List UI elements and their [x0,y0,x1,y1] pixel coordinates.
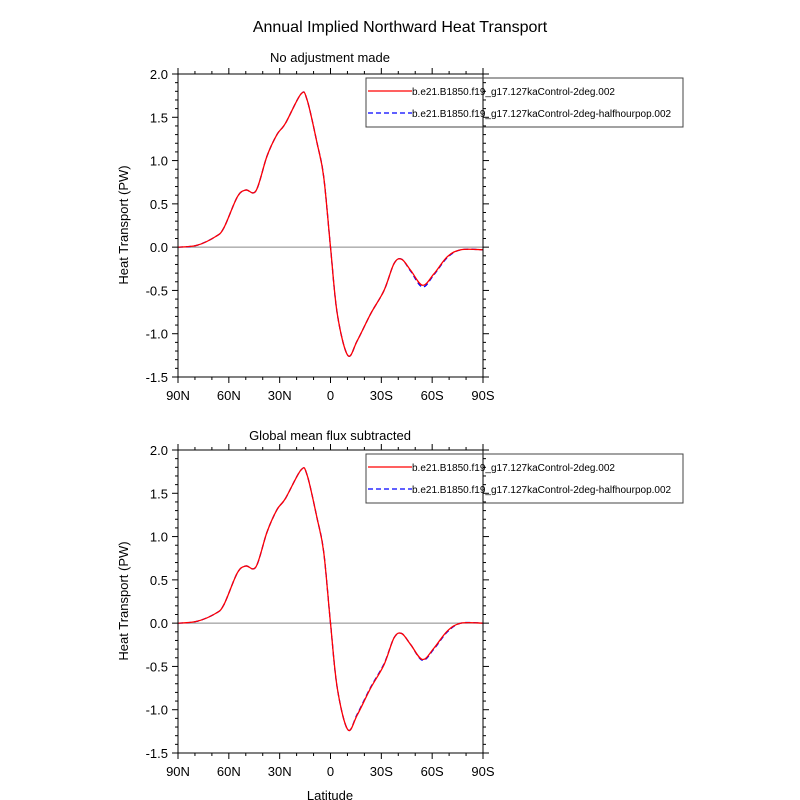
series-line [177,91,484,357]
x-tick-label: 90S [471,388,494,403]
x-tick-label: 90S [471,764,494,779]
y-tick-label: 0.5 [150,573,168,588]
y-tick-label: 0.0 [150,616,168,631]
y-tick-label: -1.0 [146,703,168,718]
legend-box [365,77,684,128]
y-tick-label: 1.5 [150,110,168,125]
series-line [177,467,484,732]
legend-label: b.e21.B1850.f19_g17.127kaControl-2deg.00… [412,463,615,474]
panel-no-adjustment: No adjustment made Heat Transport (PW) 9… [116,50,684,403]
x-tick-label: 30S [370,388,393,403]
legend-label: b.e21.B1850.f19_g17.127kaControl-2deg-ha… [412,109,672,120]
x-tick-label: 90N [166,388,190,403]
y-tick-label: 0.0 [150,240,168,255]
y-tick-label: -1.5 [146,746,168,761]
x-tick-label: 60S [421,388,444,403]
panel-title: Global mean flux subtracted [249,428,411,443]
panel-title: No adjustment made [270,50,390,65]
y-axis-label: Heat Transport (PW) [116,541,131,660]
legend-box [365,453,684,504]
y-tick-label: -1.5 [146,370,168,385]
x-tick-label: 30N [268,764,292,779]
y-tick-label: 1.5 [150,486,168,501]
x-tick-label: 60N [217,388,241,403]
y-tick-label: 2.0 [150,443,168,458]
figure-title: Annual Implied Northward Heat Transport [253,19,548,36]
legend: b.e21.B1850.f19_g17.127kaControl-2deg.00… [365,453,684,504]
y-tick-label: -0.5 [146,283,168,298]
y-tick-label: -0.5 [146,659,168,674]
panel-global-mean-subtracted: Global mean flux subtracted Heat Transpo… [116,428,684,800]
y-tick-label: 2.0 [150,67,168,82]
y-axis-label: Heat Transport (PW) [116,165,131,284]
x-tick-label: 0 [327,388,334,403]
legend-label: b.e21.B1850.f19_g17.127kaControl-2deg-ha… [412,485,672,496]
x-tick-label: 30N [268,388,292,403]
y-tick-label: 1.0 [150,154,168,169]
x-tick-label: 90N [166,764,190,779]
x-tick-label: 30S [370,764,393,779]
series-line [177,467,484,732]
y-tick-label: -1.0 [146,327,168,342]
y-tick-label: 0.5 [150,197,168,212]
legend: b.e21.B1850.f19_g17.127kaControl-2deg.00… [365,77,684,128]
x-tick-label: 0 [327,764,334,779]
x-tick-label: 60S [421,764,444,779]
x-axis-label: Latitude [307,788,353,800]
series-line [177,91,484,357]
y-tick-label: 1.0 [150,530,168,545]
legend-label: b.e21.B1850.f19_g17.127kaControl-2deg.00… [412,87,615,98]
x-tick-label: 60N [217,764,241,779]
